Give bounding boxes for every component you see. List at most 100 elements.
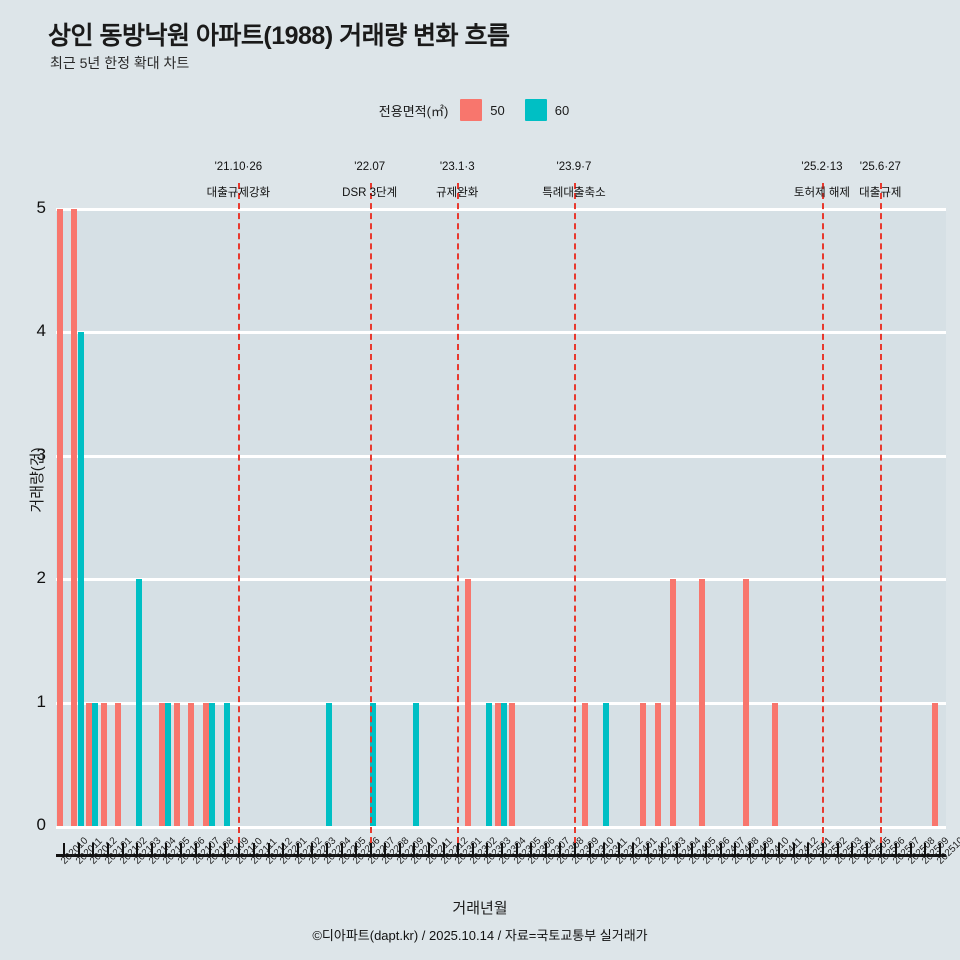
y-axis-title: 거래량(건) [29,447,47,513]
x-axis-tick [894,843,897,854]
event-marker-date: '22.07 [354,161,386,173]
event-marker-label: 대출규제강화 [206,187,271,199]
bar [159,702,166,826]
gridline [56,454,946,458]
bar [771,702,778,826]
legend-swatch-60 [524,99,547,121]
event-marker-label: 규제완화 [436,187,479,199]
x-axis-tick [340,843,343,854]
event-marker-line [238,183,241,843]
bar [223,702,230,826]
x-axis-tick [63,843,66,854]
x-axis-line [56,854,946,857]
bar [209,702,216,826]
x-axis-tick [282,843,285,854]
x-axis-tick [588,843,591,854]
event-marker-label: 대출규제 [859,187,902,199]
event-marker-date: '23.1·3 [439,161,475,173]
x-axis-tick [530,843,533,854]
legend-label-60: 60 [554,102,570,118]
gridline [56,331,946,335]
x-axis-tick [296,843,299,854]
legend-title: 전용면적(㎡) [378,103,449,119]
x-axis-tick [909,843,912,854]
x-axis-tick [398,843,401,854]
bar [501,702,508,826]
bar [173,702,180,826]
y-axis-tick-label: 3 [36,444,46,464]
x-axis-tick [559,843,562,854]
x-axis-tick [311,843,314,854]
legend-label-50: 50 [490,102,505,118]
bar [188,702,195,826]
x-axis-tick [573,843,576,854]
x-axis-tick [238,843,241,854]
x-axis-tick [471,843,474,854]
x-axis-tick [632,843,635,854]
x-axis-tick [428,843,431,854]
x-axis-tick [223,843,226,854]
y-axis-tick-label: 2 [36,568,46,588]
x-axis-tick [150,843,153,854]
x-axis-tick [355,843,358,854]
bar [56,209,63,826]
bar [669,579,676,826]
x-axis-tick [676,843,679,854]
y-axis-tick-label: 1 [36,691,46,711]
x-axis-tick [603,843,606,854]
bar [325,702,332,826]
bar [100,702,107,826]
x-axis-tick [121,843,124,854]
bar [603,702,610,826]
gridline [56,578,946,582]
plot-area [56,208,946,826]
x-axis-tick [836,843,839,854]
event-marker-label: 특례대출축소 [542,187,606,199]
event-marker-date: '23.9·7 [556,161,592,173]
event-marker-line [457,183,460,843]
event-marker-line [880,183,883,843]
x-axis-tick [442,843,445,854]
x-axis-tick [778,843,781,854]
bar [640,702,647,826]
page-title: 상인 동방낙원 아파트(1988) 거래량 변화 흐름 [48,22,510,50]
x-axis-baseline [56,826,946,829]
event-marker-date: '25.2·13 [801,161,843,173]
x-axis-tick [924,843,927,854]
x-axis-tick [107,843,110,854]
bar [742,579,749,826]
x-axis-tick [544,843,547,854]
bar [92,702,99,826]
x-axis-tick [515,843,518,854]
x-axis-tick [938,843,941,854]
bar [465,579,472,826]
event-marker-label: 토허제 해제 [793,187,851,199]
x-axis-tick [501,843,503,854]
bar [509,702,516,826]
bar [71,209,78,826]
chart-legend: 전용면적(㎡) 50 60 [0,99,960,121]
bar [655,702,662,826]
x-axis-tick [690,843,693,854]
bar [86,702,93,826]
event-marker-line [573,183,576,843]
x-axis-tick [705,843,708,854]
x-axis-tick [209,843,212,854]
x-axis-tick [369,843,372,854]
x-axis-tick [413,843,416,854]
legend-swatch-50 [460,99,483,121]
x-axis-tick [792,843,795,854]
event-marker-date: '21.10·26 [214,161,263,173]
bar [413,702,420,826]
bar [115,702,122,826]
bar [698,579,705,826]
x-axis-tick [136,843,139,854]
x-axis-tick [807,843,810,854]
x-axis-tick [646,843,649,854]
x-axis-tick [749,843,752,854]
x-axis-tick [325,843,328,854]
x-axis-tick [252,843,255,854]
event-marker-line [369,183,372,843]
x-axis-tick [880,843,883,854]
